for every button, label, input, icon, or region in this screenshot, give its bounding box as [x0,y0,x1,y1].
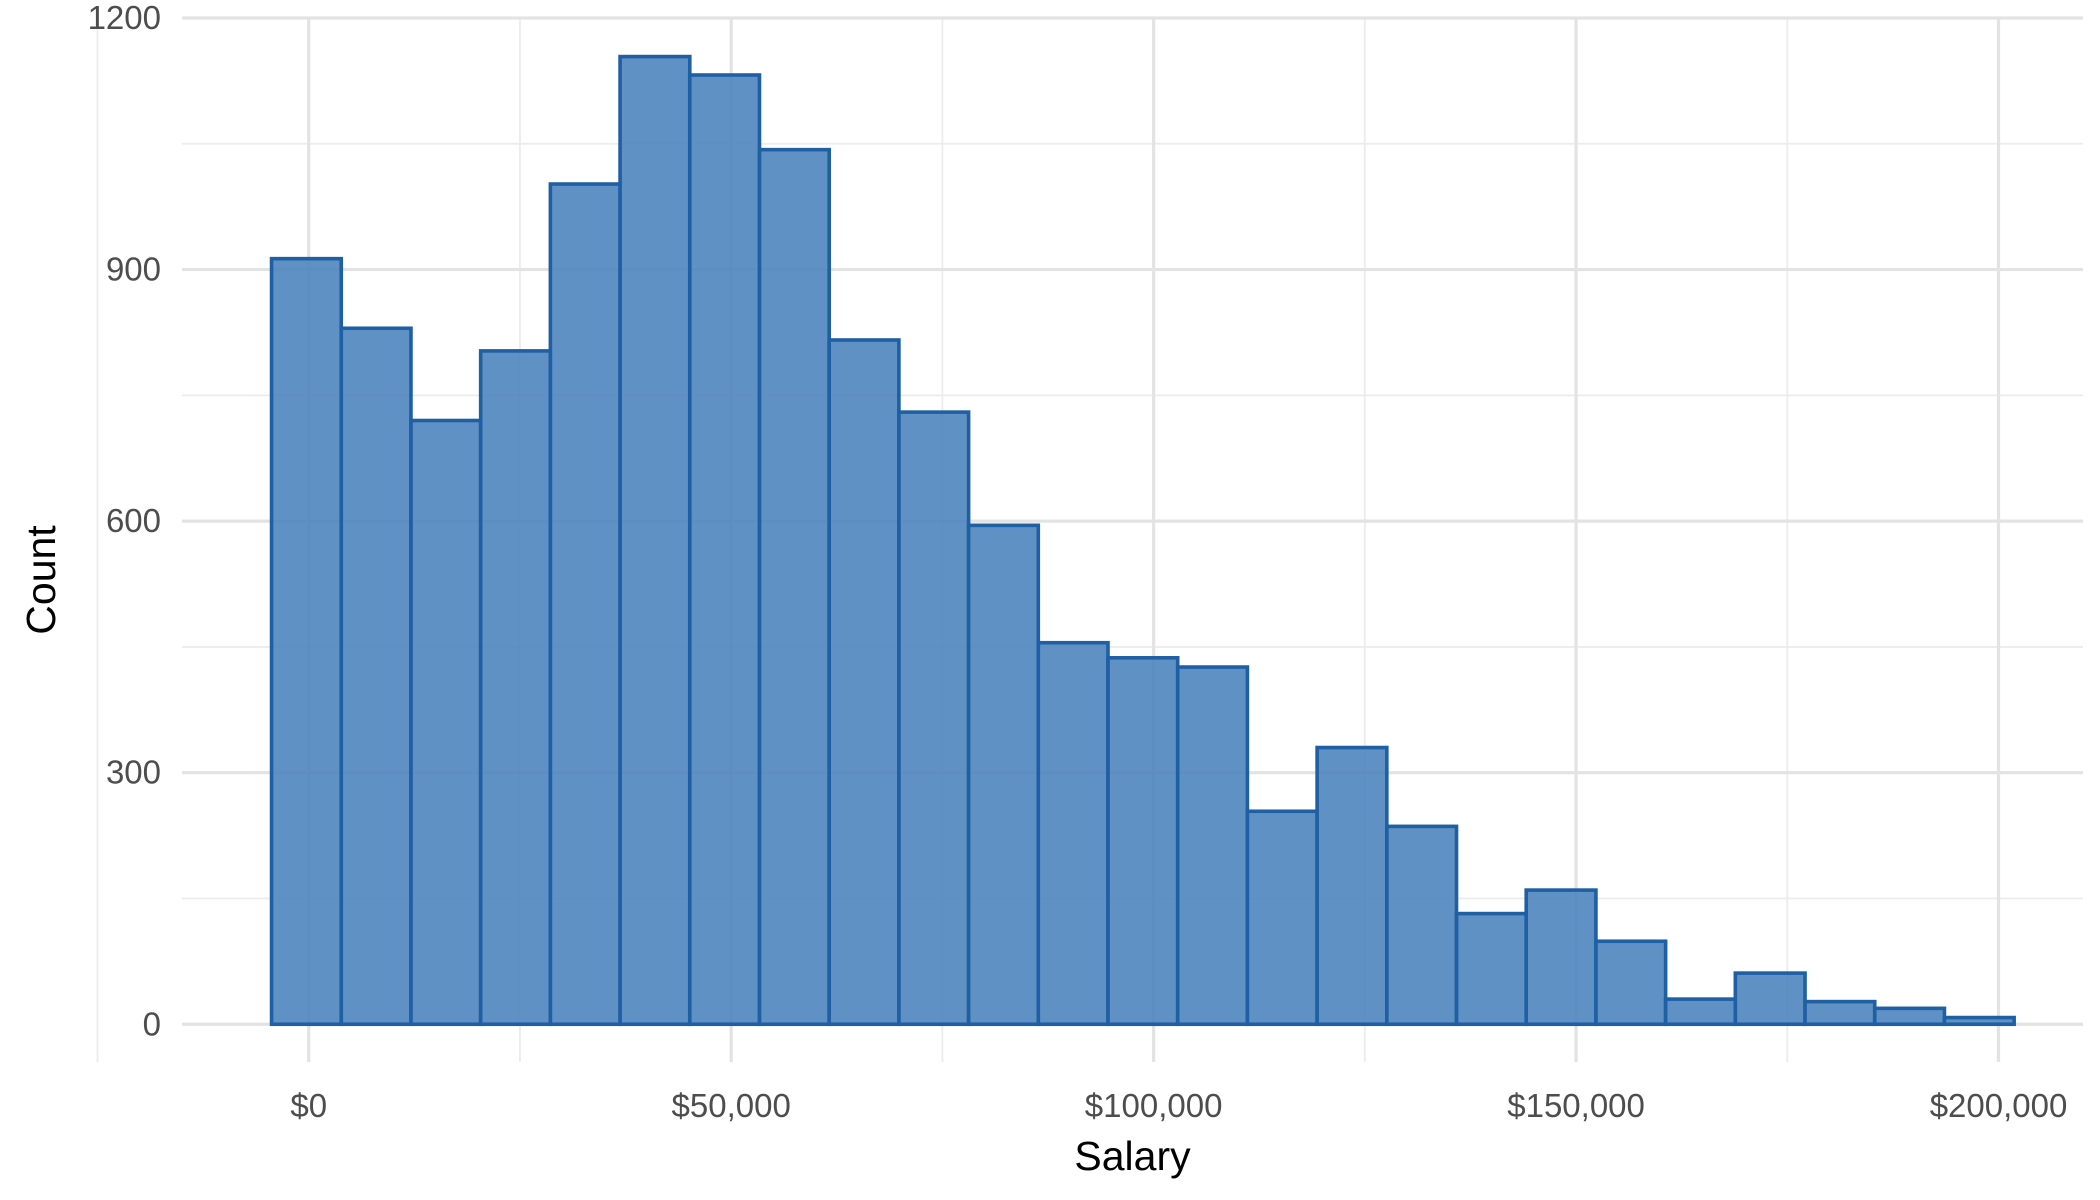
y-tick-label: 600 [106,502,161,539]
x-tick-label: $150,000 [1507,1087,1645,1124]
y-tick-label: 0 [143,1005,161,1042]
y-tick-label: 300 [106,754,161,791]
histogram-bar [757,147,831,1027]
histogram-bar [1872,1006,1947,1027]
y-tick-label: 900 [106,251,161,288]
histogram-bar [1454,911,1529,1027]
histogram-bar [269,256,344,1027]
x-tick-label: $200,000 [1930,1087,2068,1124]
y-axis-title: Count [18,525,64,635]
histogram-bar [1663,997,1738,1027]
histogram-bar [1942,1015,2016,1027]
histogram-bar [618,54,692,1027]
histogram-bar [1733,971,1807,1027]
histogram-bar [1245,809,1319,1027]
histogram-bar [687,73,762,1027]
y-axis-tick-labels: 0 300 600 900 1200 [88,0,161,1042]
x-axis-tick-labels: $0 $50,000 $100,000 $150,000 $200,000 [290,1087,2067,1124]
histogram-bar [897,410,971,1027]
y-tick-label: 1200 [88,0,161,36]
histogram-bar [548,182,622,1027]
x-tick-label: $100,000 [1085,1087,1223,1124]
histogram-bar [339,326,413,1027]
histogram-bar [1524,888,1598,1027]
histogram-bar [1594,939,1668,1027]
histogram-bar [966,523,1041,1027]
histogram-bar [827,338,901,1027]
histogram-bar [409,418,483,1027]
histogram-bar [478,349,553,1027]
x-axis-title: Salary [1074,1133,1191,1179]
histogram-bar [1803,999,1877,1027]
histogram-bar [1385,824,1459,1027]
histogram-bar [1036,640,1110,1027]
histogram-bar [1175,665,1250,1027]
histogram-bar [1106,656,1180,1027]
x-tick-label: $0 [290,1087,327,1124]
histogram-bar [1315,745,1389,1027]
histogram-bars [269,54,2016,1027]
x-tick-label: $50,000 [672,1087,791,1124]
